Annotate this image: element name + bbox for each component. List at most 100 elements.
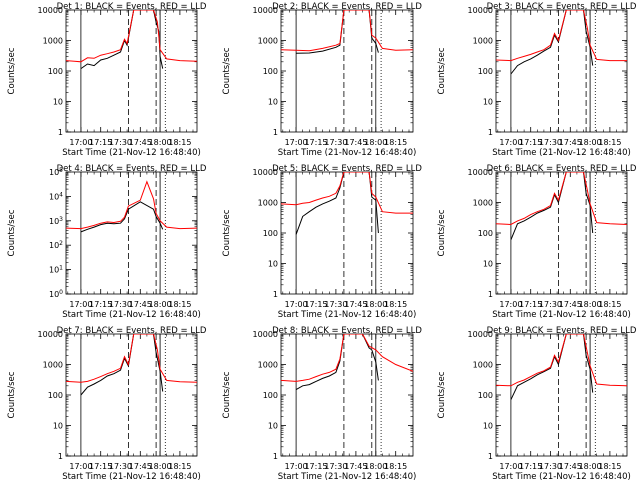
series-line-lld bbox=[496, 172, 627, 226]
y-tick-label: 10 bbox=[268, 98, 278, 107]
x-axis-title: Start Time (21-Nov-12 16:48:40) bbox=[278, 148, 417, 158]
y-axis-title: Counts/sec bbox=[437, 47, 447, 94]
y-tick-label: 103 bbox=[49, 216, 63, 226]
y-tick-label: 10000 bbox=[468, 6, 493, 15]
x-tick-label: 17:00 bbox=[69, 462, 92, 471]
x-axis-title: Start Time (21-Nov-12 16:48:40) bbox=[278, 310, 417, 320]
series-line-lld bbox=[496, 10, 627, 62]
panel-title: Det 7: BLACK = Events, RED = LLD bbox=[57, 326, 207, 336]
panel-title: Det 8: BLACK = Events, RED = LLD bbox=[272, 326, 422, 336]
y-tick-label: 1 bbox=[273, 128, 278, 137]
x-tick-label: 17:15 bbox=[89, 138, 112, 147]
x-tick-label: 17:30 bbox=[539, 300, 562, 309]
plot-frame bbox=[65, 171, 198, 295]
x-tick-label: 17:45 bbox=[129, 138, 152, 147]
x-tick-label: 18:00 bbox=[149, 462, 172, 471]
series-line-lld bbox=[281, 334, 413, 382]
y-tick-label: 104 bbox=[49, 191, 63, 201]
y-tick-label: 1 bbox=[273, 452, 278, 461]
panel-title: Det 6: BLACK = Events, RED = LLD bbox=[487, 164, 637, 174]
series-line-events bbox=[80, 201, 164, 233]
panel-det-3: Det 3: BLACK = Events, RED = LLD Counts/s… bbox=[437, 2, 637, 158]
y-tick-label: 101 bbox=[49, 265, 63, 275]
y-tick-label: 10 bbox=[53, 422, 63, 431]
y-tick-label: 1000 bbox=[258, 199, 278, 208]
y-axis-title: Counts/sec bbox=[222, 209, 232, 256]
x-tick-label: 17:30 bbox=[539, 138, 562, 147]
y-tick-label: 10 bbox=[483, 422, 493, 431]
x-tick-label: 17:45 bbox=[559, 138, 582, 147]
x-tick-label: 17:00 bbox=[285, 462, 308, 471]
series-line-events bbox=[295, 172, 379, 235]
y-tick-label: 1 bbox=[58, 128, 63, 137]
y-tick-label: 10 bbox=[268, 422, 278, 431]
x-axis-title: Start Time (21-Nov-12 16:48:40) bbox=[492, 310, 631, 320]
x-axis-title: Start Time (21-Nov-12 16:48:40) bbox=[492, 148, 631, 158]
panel-det-8: Det 8: BLACK = Events, RED = LLD Counts/s… bbox=[222, 326, 422, 480]
series-line-events bbox=[510, 334, 594, 400]
series-line-events bbox=[296, 10, 379, 54]
panel-det-5: Det 5: BLACK = Events, RED = LLD Counts/s… bbox=[222, 164, 422, 320]
x-tick-label: 18:00 bbox=[579, 300, 602, 309]
y-axis-title: Counts/sec bbox=[222, 47, 232, 94]
x-tick-label: 18:15 bbox=[168, 300, 191, 309]
x-tick-label: 17:15 bbox=[519, 138, 542, 147]
y-tick-label: 1 bbox=[488, 290, 493, 299]
x-tick-label: 17:30 bbox=[324, 462, 347, 471]
plot-frame bbox=[65, 9, 198, 133]
x-axis-title: Start Time (21-Nov-12 16:48:40) bbox=[62, 310, 201, 320]
y-tick-label: 100 bbox=[478, 391, 493, 400]
plot-frame bbox=[280, 9, 414, 133]
x-tick-label: 17:15 bbox=[304, 462, 327, 471]
plot-frame bbox=[65, 333, 198, 457]
x-tick-label: 17:15 bbox=[89, 300, 112, 309]
y-tick-label: 1 bbox=[273, 290, 278, 299]
x-tick-label: 17:00 bbox=[69, 300, 92, 309]
panel-title: Det 3: BLACK = Events, RED = LLD bbox=[487, 2, 637, 12]
series-line-events bbox=[510, 172, 594, 240]
panel-det-1: Det 1: BLACK = Events, RED = LLD Counts/s… bbox=[7, 2, 207, 158]
y-tick-label: 100 bbox=[49, 289, 63, 299]
panel-det-7: Det 7: BLACK = Events, RED = LLD Counts/s… bbox=[7, 326, 207, 480]
x-tick-label: 18:00 bbox=[364, 300, 387, 309]
y-axis-title: Counts/sec bbox=[437, 371, 447, 418]
x-tick-label: 18:15 bbox=[168, 462, 191, 471]
panel-det-2: Det 2: BLACK = Events, RED = LLD Counts/s… bbox=[222, 2, 422, 158]
x-tick-label: 17:30 bbox=[109, 462, 132, 471]
x-tick-label: 17:00 bbox=[285, 138, 308, 147]
x-tick-label: 18:15 bbox=[598, 300, 621, 309]
y-tick-label: 10000 bbox=[253, 330, 278, 339]
x-tick-label: 17:15 bbox=[89, 462, 112, 471]
y-tick-label: 1000 bbox=[473, 199, 493, 208]
plot-frame bbox=[280, 333, 414, 457]
x-axis-title: Start Time (21-Nov-12 16:48:40) bbox=[278, 472, 417, 480]
panel-det-6: Det 6: BLACK = Events, RED = LLD Counts/s… bbox=[437, 164, 637, 320]
y-tick-label: 100 bbox=[478, 67, 493, 76]
y-tick-label: 100 bbox=[263, 391, 278, 400]
series-line-lld bbox=[66, 180, 197, 230]
x-tick-label: 17:15 bbox=[519, 462, 542, 471]
series-line-events bbox=[80, 334, 164, 396]
x-tick-label: 17:30 bbox=[324, 300, 347, 309]
y-tick-label: 102 bbox=[49, 240, 63, 250]
x-axis-title: Start Time (21-Nov-12 16:48:40) bbox=[492, 472, 631, 480]
y-tick-label: 10 bbox=[483, 98, 493, 107]
x-tick-label: 18:00 bbox=[364, 138, 387, 147]
x-tick-label: 17:15 bbox=[304, 300, 327, 309]
y-tick-label: 100 bbox=[263, 67, 278, 76]
x-tick-label: 17:00 bbox=[69, 138, 92, 147]
panel-title: Det 1: BLACK = Events, RED = LLD bbox=[57, 2, 207, 12]
y-tick-label: 100 bbox=[263, 229, 278, 238]
x-tick-label: 17:45 bbox=[129, 300, 152, 309]
x-tick-label: 17:45 bbox=[559, 300, 582, 309]
x-tick-label: 17:45 bbox=[344, 138, 367, 147]
x-tick-label: 17:45 bbox=[559, 462, 582, 471]
series-line-lld bbox=[66, 10, 197, 63]
y-tick-label: 10000 bbox=[468, 330, 493, 339]
x-tick-label: 17:30 bbox=[324, 138, 347, 147]
y-tick-label: 10 bbox=[53, 98, 63, 107]
panel-title: Det 2: BLACK = Events, RED = LLD bbox=[272, 2, 422, 12]
x-tick-label: 17:45 bbox=[129, 462, 152, 471]
y-tick-label: 10 bbox=[268, 260, 278, 269]
panel-det-4: Det 4: BLACK = Events, RED = LLD Counts/s… bbox=[7, 164, 207, 320]
